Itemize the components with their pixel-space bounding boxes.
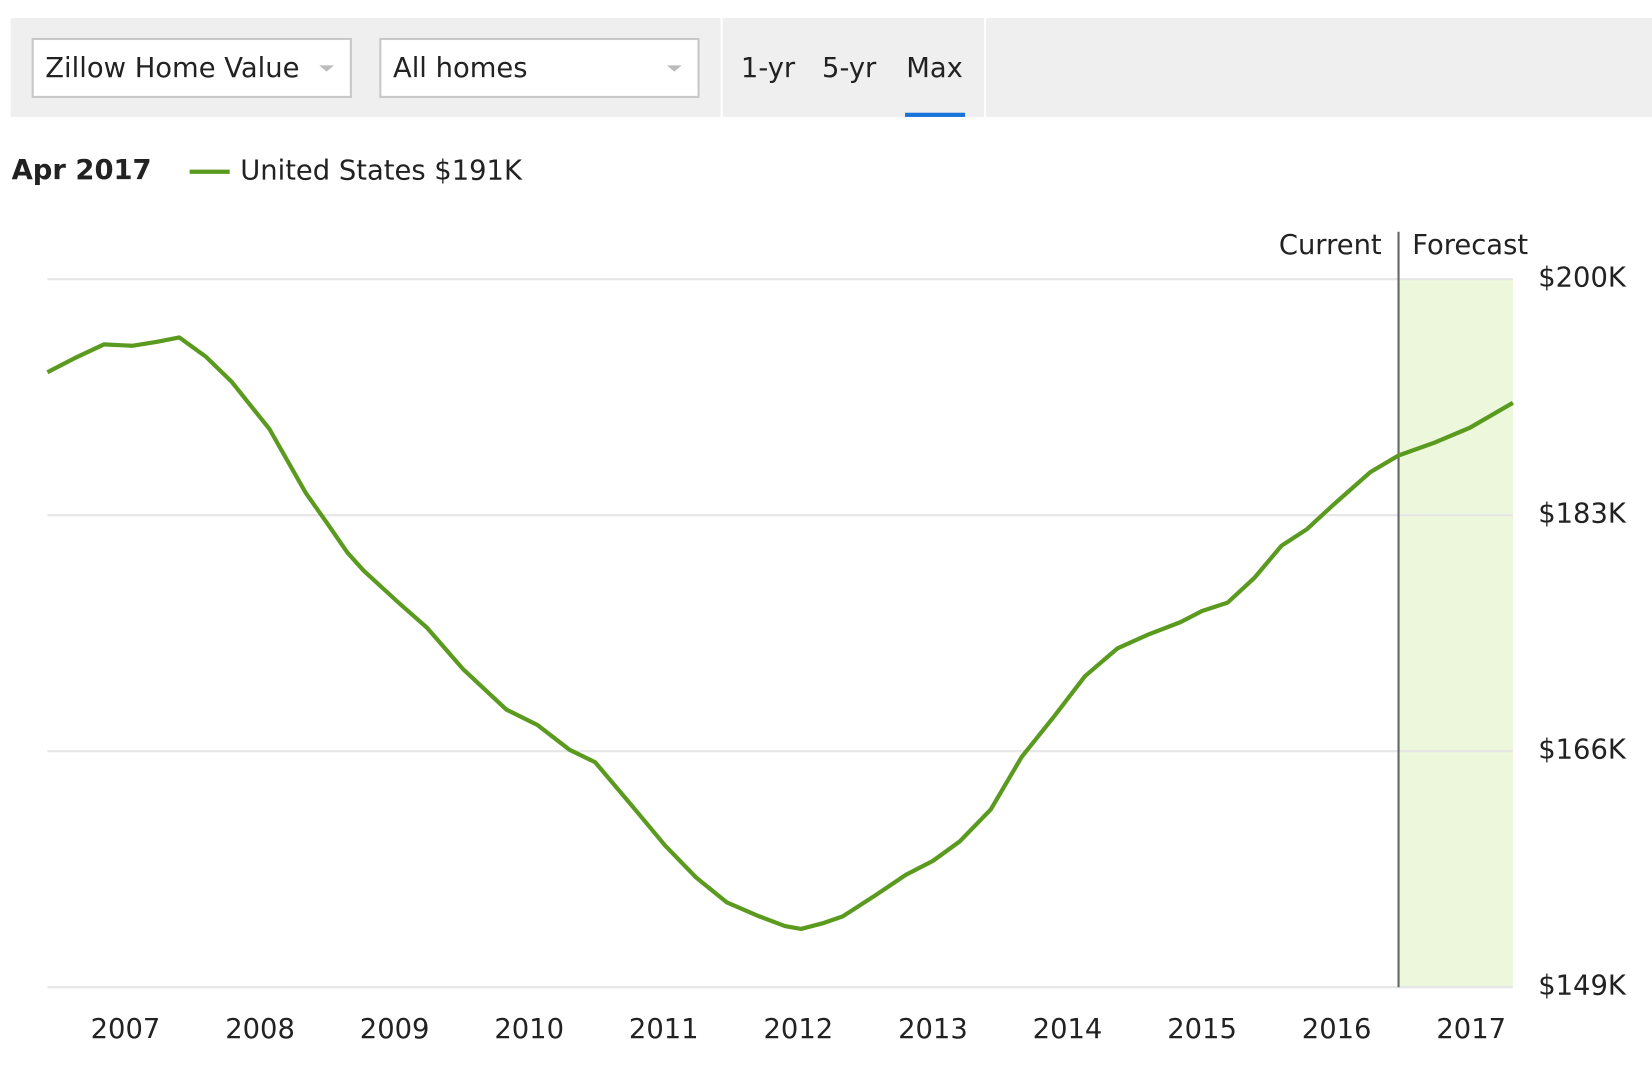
- x-tick-label: 2016: [1302, 1014, 1372, 1045]
- forecast-region: [1398, 279, 1513, 988]
- range-tab[interactable]: 5-yr: [822, 53, 877, 84]
- y-tick-label: $166K: [1538, 735, 1627, 766]
- y-tick-label: $149K: [1538, 971, 1627, 1002]
- legend-date: Apr 2017: [12, 155, 152, 186]
- plot-area: $149K $166K $183K $200K 2007 2008 2009 2010 2011…: [46, 230, 1627, 1045]
- toolbar-divider: [984, 17, 987, 117]
- x-tick-label: 2010: [494, 1014, 564, 1045]
- dropdown-text: Zillow Home Value: [45, 53, 299, 84]
- x-tick-label: 2009: [360, 1014, 430, 1045]
- current-label: Current: [1279, 230, 1382, 261]
- forecast-label: Forecast: [1412, 230, 1528, 261]
- dropdown-box: [31, 37, 352, 98]
- x-tick-label: 2007: [91, 1014, 161, 1045]
- x-tick-label: 2008: [225, 1014, 295, 1045]
- x-tick-label: 2015: [1167, 1014, 1237, 1045]
- legend-entry: United States $191K: [240, 155, 523, 186]
- range-tab[interactable]: Max: [906, 53, 963, 84]
- x-tick-label: 2011: [629, 1014, 699, 1045]
- legend-value: $191K: [434, 155, 523, 186]
- series-line: [46, 335, 1514, 932]
- active-tab-underline: [905, 112, 966, 117]
- x-tick-label: 2013: [898, 1014, 968, 1045]
- x-tick-label: 2017: [1436, 1014, 1506, 1045]
- metric-dropdown[interactable]: Zillow Home Value: [31, 37, 352, 98]
- x-tick-label: 2014: [1033, 1014, 1103, 1045]
- y-tick-label: $200K: [1538, 263, 1627, 294]
- dropdown-box: [379, 37, 700, 98]
- y-tick-label: $183K: [1538, 499, 1627, 530]
- dropdown-arrow: [666, 65, 682, 72]
- toolbar-divider: [720, 17, 723, 117]
- x-tick-label: 2012: [764, 1014, 834, 1045]
- range-tab[interactable]: 1-yr: [741, 53, 796, 84]
- legend-name: United States: [240, 155, 425, 186]
- home-type-dropdown[interactable]: All homes: [379, 37, 700, 98]
- dropdown-arrow: [319, 65, 334, 72]
- range-tabs: 1-yr 5-yr Max: [741, 53, 966, 117]
- dropdown-text: All homes: [393, 53, 528, 84]
